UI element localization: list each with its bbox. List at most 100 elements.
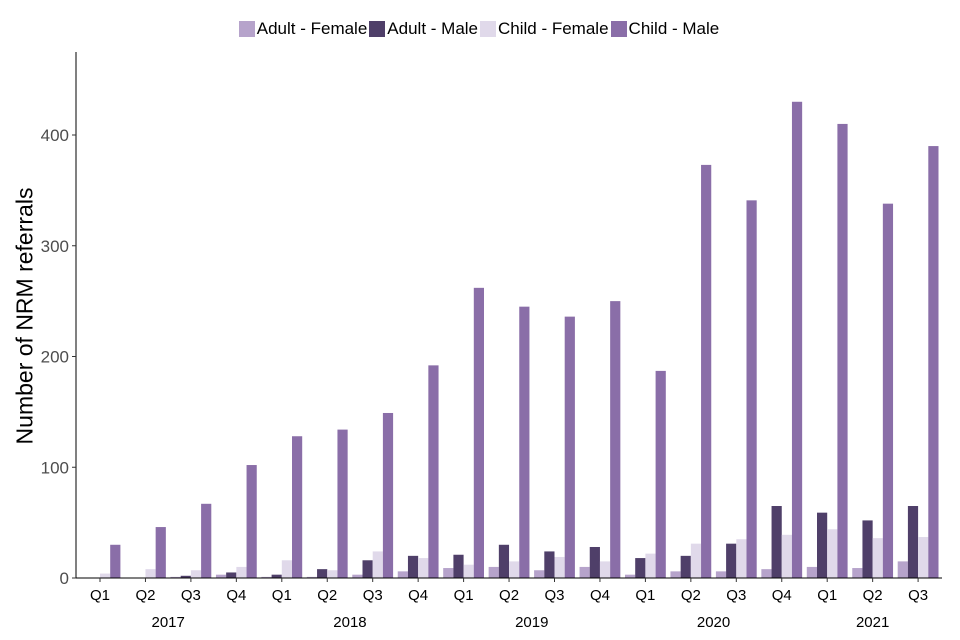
legend-label: Child - Female [498, 19, 609, 38]
bar [882, 203, 894, 579]
x-tick-label: Q1 [817, 587, 837, 604]
bar [589, 546, 600, 578]
x-tick-label: Q1 [90, 587, 110, 604]
x-tick-label: Q1 [272, 587, 292, 604]
bar [837, 123, 848, 579]
x-tick-label: Q4 [590, 587, 610, 604]
y-tick-label: 400 [41, 126, 69, 145]
bar [100, 573, 111, 578]
bar [327, 570, 338, 578]
bar [564, 316, 575, 578]
bar [817, 512, 828, 578]
year-label: 2020 [697, 614, 730, 631]
bar [463, 564, 474, 578]
bar [382, 412, 394, 578]
bar [534, 570, 545, 578]
x-tick-label: Q4 [772, 587, 792, 604]
x-tick-label: Q1 [635, 587, 655, 604]
x-tick-label: Q2 [499, 587, 519, 604]
bar [292, 436, 303, 578]
bar [872, 538, 883, 578]
bar [827, 529, 838, 578]
legend-label: Child - Male [628, 19, 720, 38]
y-tick-label: 300 [41, 237, 69, 256]
bar [635, 558, 646, 578]
legend-label: Adult - Female [256, 19, 368, 38]
bar [726, 543, 737, 578]
bar [317, 569, 328, 578]
x-tick-label: Q2 [135, 587, 155, 604]
bar [610, 301, 621, 578]
bar [680, 555, 691, 578]
bar [862, 520, 873, 578]
year-label: 2021 [856, 614, 889, 631]
bar [337, 429, 348, 578]
bar [670, 571, 681, 578]
bar [201, 503, 212, 578]
bar [362, 560, 373, 578]
legend-item-adult-male: Adult - Male [369, 19, 478, 39]
bar [907, 506, 919, 578]
x-tick-label: Q4 [226, 587, 246, 604]
bar [928, 146, 939, 578]
bar [372, 551, 383, 578]
bar [190, 570, 202, 578]
legend-swatch [610, 21, 627, 37]
x-tick-label: Q2 [681, 587, 701, 604]
year-label: 2017 [151, 614, 184, 631]
bar [110, 544, 121, 578]
x-tick-label: Q2 [863, 587, 883, 604]
bar [498, 544, 510, 578]
bar [655, 370, 666, 578]
bar [155, 527, 166, 578]
bar [352, 574, 363, 578]
bar [271, 574, 282, 578]
bar [145, 569, 156, 578]
x-tick-label: Q3 [908, 587, 928, 604]
bar [554, 556, 565, 578]
bar [645, 553, 656, 578]
y-tick-label: 100 [41, 458, 69, 477]
legend: Adult - Female Adult - Male Child - Fema… [0, 19, 960, 39]
bar [180, 575, 191, 578]
bar [771, 506, 782, 578]
bar [519, 306, 530, 578]
year-label: 2018 [333, 614, 366, 631]
x-tick-label: Q4 [408, 587, 428, 604]
legend-item-child-female: Child - Female [480, 19, 609, 39]
bar [215, 574, 227, 578]
bar [488, 566, 499, 578]
y-tick-label: 200 [41, 348, 69, 367]
bar [261, 576, 272, 578]
legend-swatch [238, 21, 255, 37]
bar [509, 561, 520, 578]
x-tick-label: Q1 [454, 587, 474, 604]
bar [443, 568, 454, 578]
bar [746, 200, 757, 578]
bar [715, 571, 727, 578]
legend-item-child-male: Child - Male [610, 19, 720, 39]
bar [897, 561, 908, 578]
legend-item-adult-female: Adult - Female [238, 19, 368, 39]
bar [453, 554, 464, 578]
bar [306, 576, 318, 578]
bar [781, 534, 792, 578]
bar [428, 365, 439, 578]
bar [407, 555, 419, 578]
bar [579, 566, 590, 578]
bar [806, 566, 817, 578]
legend-swatch [480, 21, 496, 37]
legend-label: Adult - Male [387, 19, 478, 38]
bar [246, 465, 257, 578]
bar [281, 560, 292, 578]
bar [736, 539, 747, 578]
bar [418, 558, 429, 578]
bar [791, 101, 803, 579]
bar [918, 537, 929, 578]
x-tick-label: Q3 [181, 587, 201, 604]
bar [473, 287, 484, 578]
legend-swatch [369, 21, 386, 37]
bar [599, 561, 611, 578]
